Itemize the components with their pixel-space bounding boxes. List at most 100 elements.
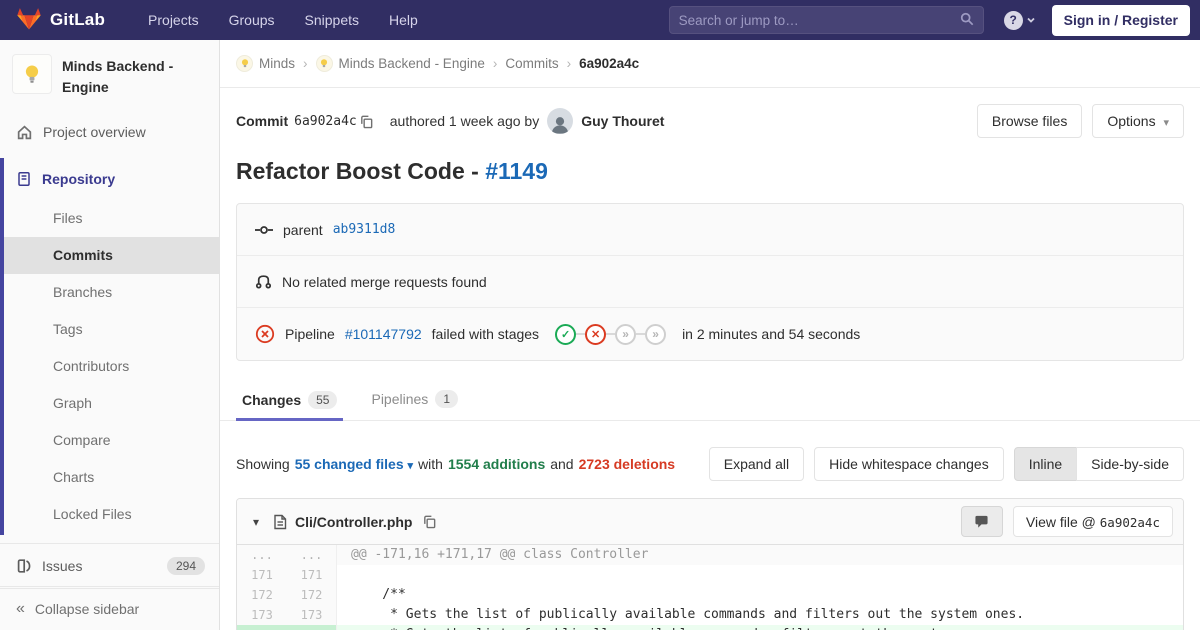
hide-whitespace-button[interactable]: Hide whitespace changes: [814, 447, 1004, 481]
pipeline-row: Pipeline #101147792 failed with stages ✓…: [237, 308, 1183, 360]
nav-link-snippets[interactable]: Snippets: [304, 12, 360, 28]
breadcrumb-minds[interactable]: Minds: [236, 55, 295, 72]
collapse-diff-icon[interactable]: ▾: [253, 514, 260, 529]
code-line: * Gets the list of publically available …: [337, 625, 1183, 630]
breadcrumb-commits[interactable]: Commits: [505, 56, 558, 71]
issue-link[interactable]: #1149: [485, 158, 548, 184]
sidebar-item-graph[interactable]: Graph: [53, 395, 92, 411]
collapse-sidebar-button[interactable]: « Collapse sidebar: [0, 586, 219, 630]
nav-link-projects[interactable]: Projects: [148, 12, 199, 28]
diff-summary-text: Showing 55 changed files ▾ with 1554 add…: [236, 456, 675, 472]
diff-line-addition: 174 * Gets the list of publically availa…: [237, 625, 1183, 630]
help-icon[interactable]: ?: [1003, 10, 1023, 30]
commit-icon: [255, 225, 273, 234]
diff-table: ... ... @@ -171,16 +171,17 @@ class Cont…: [237, 545, 1183, 630]
gitlab-logo[interactable]: GitLab: [16, 6, 105, 34]
sidebar-item-contributors[interactable]: Contributors: [53, 358, 130, 374]
search-input[interactable]: [678, 12, 960, 28]
browse-files-button[interactable]: Browse files: [976, 104, 1083, 138]
project-sidebar: Minds Backend - Engine Project overview …: [0, 40, 220, 630]
search-icon[interactable]: [960, 12, 974, 29]
project-context-header[interactable]: Minds Backend - Engine: [0, 40, 219, 110]
sidebar-item-files[interactable]: Files: [53, 210, 83, 226]
stage-failed-icon[interactable]: ✕: [585, 323, 607, 345]
sidebar-item-issues[interactable]: Issues 294: [0, 543, 219, 589]
commit-authored: authored 1 week ago by Guy Thouret: [390, 108, 665, 134]
old-line-number[interactable]: 173: [237, 605, 287, 625]
new-line-number[interactable]: 172: [287, 585, 337, 605]
breadcrumb-project[interactable]: Minds Backend - Engine: [315, 55, 485, 72]
options-label: Options: [1107, 113, 1156, 129]
file-name[interactable]: Cli/Controller.php: [295, 513, 413, 530]
sidebar-item-locked-files[interactable]: Locked Files: [53, 506, 132, 522]
changed-files-label: 55 changed files: [294, 456, 404, 472]
pipeline-id-link[interactable]: #101147792: [344, 326, 422, 342]
view-file-button[interactable]: View file @ 6a902a4c: [1012, 506, 1173, 537]
new-line-number[interactable]: 173: [287, 605, 337, 625]
breadcrumb: Minds › Minds Backend - Engine › Commits…: [220, 40, 1200, 88]
sidebar-item-tags[interactable]: Tags: [53, 321, 83, 337]
sidebar-item-compare[interactable]: Compare: [53, 432, 111, 448]
tab-pipelines[interactable]: Pipelines 1: [365, 379, 464, 420]
stage-skipped-icon[interactable]: »: [645, 323, 667, 345]
sidebar-section-repository: Repository Files Commits Branches Tags C…: [0, 158, 219, 535]
breadcrumb-current-sha: 6a902a4c: [579, 56, 640, 71]
and-label: and: [550, 456, 574, 472]
tab-label: Pipelines: [371, 391, 429, 407]
parent-row: parent ab9311d8: [237, 204, 1183, 256]
sidebar-item-charts[interactable]: Charts: [53, 469, 95, 485]
gitlab-tanuki-icon: [16, 6, 42, 34]
commit-header: Commit 6a902a4c authored 1 week ago by G…: [220, 88, 1200, 138]
view-file-sha: 6a902a4c: [1099, 514, 1160, 530]
deletions-count: 2723 deletions: [578, 456, 676, 472]
author-avatar[interactable]: [547, 108, 574, 134]
sidebar-item-project-overview[interactable]: Project overview: [0, 110, 219, 154]
sidebar-item-branches[interactable]: Branches: [53, 284, 113, 300]
new-line-number[interactable]: 171: [287, 565, 337, 585]
comment-icon: [975, 515, 988, 528]
copy-file-path-button[interactable]: [420, 512, 439, 531]
options-dropdown-button[interactable]: Options ▾: [1092, 104, 1184, 138]
old-line-number: ...: [237, 545, 287, 565]
nav-link-help[interactable]: Help: [389, 12, 418, 28]
commit-actions: Browse files Options ▾: [976, 104, 1184, 138]
old-line-number[interactable]: [237, 625, 287, 630]
old-line-number[interactable]: 171: [237, 565, 287, 585]
nav-links: Projects Groups Snippets Help: [135, 6, 431, 34]
diff-summary-row: Showing 55 changed files ▾ with 1554 add…: [236, 447, 1184, 481]
tab-changes[interactable]: Changes 55: [236, 379, 344, 421]
stage-connector: [606, 333, 616, 335]
changes-count-badge: 55: [308, 390, 338, 409]
with-label: with: [418, 456, 443, 472]
pipeline-prefix: Pipeline: [285, 326, 335, 342]
tab-label: Changes: [242, 391, 302, 408]
parent-sha-link[interactable]: ab9311d8: [332, 222, 396, 237]
sidebar-item-repository[interactable]: Repository: [4, 158, 219, 200]
copy-icon: [360, 115, 373, 128]
old-line-number[interactable]: 172: [237, 585, 287, 605]
top-navbar: GitLab Projects Groups Snippets Help ? S…: [0, 0, 1200, 40]
sidebar-item-commits[interactable]: Commits: [4, 237, 219, 274]
new-line-number[interactable]: 174: [287, 625, 337, 630]
author-name[interactable]: Guy Thouret: [581, 113, 665, 129]
commit-title: Refactor Boost Code - #1149: [236, 158, 1184, 185]
help-menu[interactable]: ?: [1003, 10, 1036, 30]
side-by-side-view-button[interactable]: Side-by-side: [1076, 447, 1184, 481]
commit-sha: 6a902a4c: [294, 113, 357, 129]
nav-link-groups[interactable]: Groups: [228, 12, 275, 28]
hunk-header-text: @@ -171,16 +171,17 @@ class Controller: [337, 545, 1183, 565]
sign-in-register-button[interactable]: Sign in / Register: [1051, 4, 1190, 36]
group-avatar: [236, 55, 253, 72]
toggle-comments-button[interactable]: [960, 506, 1003, 537]
stage-success-icon[interactable]: ✓: [555, 323, 577, 345]
inline-view-button[interactable]: Inline: [1013, 447, 1078, 481]
sidebar-item-label: Issues: [42, 558, 83, 574]
main-content: Minds › Minds Backend - Engine › Commits…: [220, 40, 1200, 630]
global-search[interactable]: [668, 6, 984, 34]
copy-sha-button[interactable]: [357, 112, 376, 131]
new-line-number: ...: [287, 545, 337, 565]
changed-files-dropdown[interactable]: 55 changed files ▾: [295, 456, 413, 472]
project-avatar-small: [315, 55, 333, 72]
stage-skipped-icon[interactable]: »: [615, 323, 637, 345]
expand-all-button[interactable]: Expand all: [708, 447, 805, 481]
